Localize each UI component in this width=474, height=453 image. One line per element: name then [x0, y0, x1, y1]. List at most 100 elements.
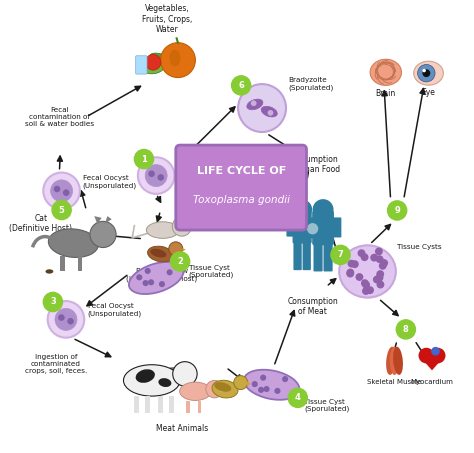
Circle shape [388, 201, 407, 220]
Circle shape [171, 252, 190, 271]
Circle shape [173, 361, 197, 386]
Circle shape [274, 388, 281, 394]
Text: Consumption
of Vegan Food: Consumption of Vegan Food [285, 155, 340, 174]
Text: Fecal
contamination of
soil & water bodies: Fecal contamination of soil & water bodi… [25, 107, 94, 127]
Circle shape [366, 286, 374, 294]
Text: Bradyzoite
(Sporulated): Bradyzoite (Sporulated) [288, 77, 333, 91]
Circle shape [362, 287, 370, 295]
Text: Toxoplasma gondii: Toxoplasma gondii [192, 195, 290, 205]
Ellipse shape [261, 106, 277, 117]
Text: 9: 9 [394, 206, 400, 215]
Circle shape [159, 281, 165, 287]
Circle shape [264, 386, 270, 392]
Text: 4: 4 [295, 393, 301, 402]
Circle shape [148, 170, 155, 177]
Text: Tissue Cysts: Tissue Cysts [397, 245, 442, 251]
Ellipse shape [48, 229, 99, 257]
Circle shape [55, 308, 77, 330]
Circle shape [145, 164, 167, 187]
Circle shape [169, 242, 183, 256]
Circle shape [346, 269, 354, 276]
Circle shape [48, 301, 84, 337]
Ellipse shape [390, 347, 399, 375]
Circle shape [232, 76, 251, 95]
Circle shape [373, 275, 381, 284]
FancyBboxPatch shape [176, 145, 307, 230]
Circle shape [136, 275, 142, 280]
Ellipse shape [170, 50, 180, 66]
FancyBboxPatch shape [302, 241, 311, 270]
Circle shape [54, 186, 60, 193]
Ellipse shape [393, 347, 403, 375]
Circle shape [184, 223, 187, 226]
FancyBboxPatch shape [136, 56, 147, 74]
Circle shape [251, 101, 256, 106]
Text: LIFE CYCLE OF: LIFE CYCLE OF [197, 166, 286, 176]
Text: 6: 6 [238, 81, 244, 90]
Circle shape [145, 54, 161, 70]
Circle shape [362, 281, 370, 289]
Text: Consumption
of Meat: Consumption of Meat [287, 297, 338, 316]
FancyBboxPatch shape [293, 241, 302, 270]
Text: Meat Animals: Meat Animals [156, 424, 209, 433]
Ellipse shape [124, 365, 180, 396]
Text: 8: 8 [403, 325, 409, 334]
Polygon shape [247, 381, 251, 386]
Circle shape [234, 376, 248, 390]
Ellipse shape [180, 382, 211, 400]
Ellipse shape [158, 378, 172, 387]
Ellipse shape [136, 369, 155, 383]
Circle shape [206, 381, 223, 398]
Circle shape [258, 387, 264, 393]
Circle shape [292, 200, 312, 220]
Ellipse shape [129, 262, 183, 294]
Text: Fecal Oocyst
(Unsporulated): Fecal Oocyst (Unsporulated) [82, 175, 137, 189]
Circle shape [379, 262, 387, 270]
Circle shape [396, 320, 415, 339]
Circle shape [430, 348, 446, 363]
Ellipse shape [147, 246, 173, 262]
Text: Cat
(Definitive Host): Cat (Definitive Host) [9, 214, 72, 233]
Text: 3: 3 [50, 298, 56, 307]
Circle shape [161, 43, 195, 77]
Circle shape [43, 292, 63, 312]
FancyBboxPatch shape [331, 217, 341, 237]
FancyBboxPatch shape [286, 218, 295, 236]
Circle shape [331, 246, 350, 265]
Ellipse shape [212, 381, 238, 398]
Circle shape [143, 280, 149, 286]
Text: Skeletal Muscle: Skeletal Muscle [367, 379, 422, 385]
Circle shape [172, 217, 191, 236]
Ellipse shape [149, 53, 172, 67]
Circle shape [267, 110, 273, 116]
Circle shape [422, 69, 430, 77]
FancyBboxPatch shape [323, 243, 333, 271]
Circle shape [288, 388, 307, 407]
FancyBboxPatch shape [313, 243, 323, 271]
Text: Myocardium: Myocardium [410, 379, 454, 385]
Circle shape [357, 249, 365, 257]
Bar [134, 395, 139, 413]
Circle shape [157, 174, 164, 181]
Text: 7: 7 [337, 251, 343, 260]
Circle shape [90, 222, 116, 247]
Circle shape [376, 255, 383, 263]
Bar [198, 401, 201, 413]
Text: Tissue Cyst
(Sporulated): Tissue Cyst (Sporulated) [189, 265, 234, 278]
Circle shape [145, 268, 151, 274]
Text: Vegetables,
Fruits, Crops,
Water: Vegetables, Fruits, Crops, Water [142, 4, 192, 34]
Circle shape [252, 381, 258, 387]
Circle shape [134, 149, 154, 169]
Circle shape [361, 253, 368, 261]
Text: Ingestion of
contaminated
crops, soil, feces.: Ingestion of contaminated crops, soil, f… [25, 354, 87, 374]
Circle shape [282, 376, 288, 382]
Circle shape [351, 260, 359, 268]
Circle shape [52, 200, 71, 220]
Circle shape [431, 347, 440, 356]
Text: 5: 5 [59, 206, 64, 215]
Circle shape [370, 254, 378, 261]
Circle shape [67, 318, 74, 324]
Circle shape [375, 274, 383, 282]
Circle shape [346, 270, 354, 278]
Ellipse shape [386, 347, 396, 375]
